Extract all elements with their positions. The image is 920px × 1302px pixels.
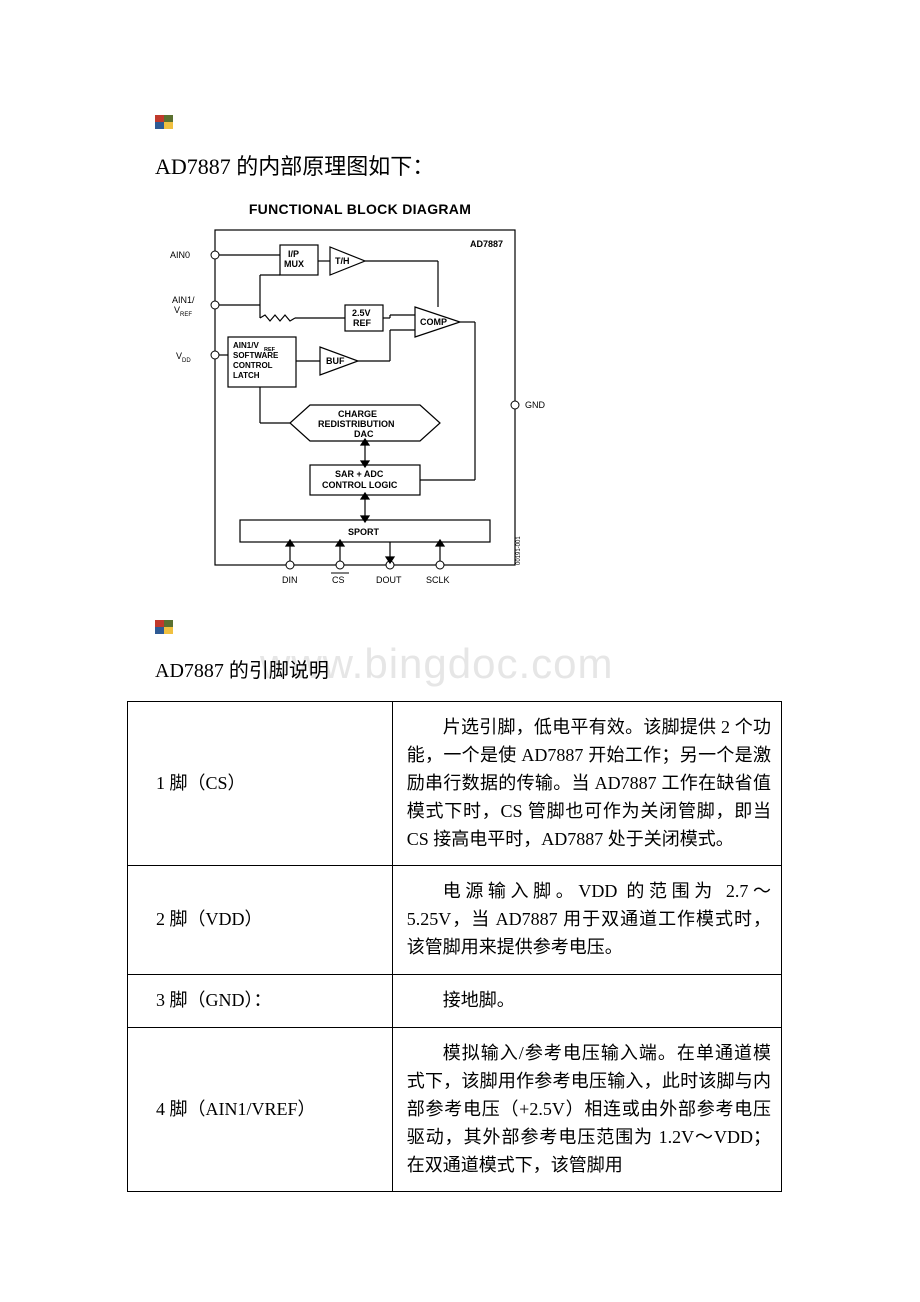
table-row: 2 脚（VDD） 电源输入脚。VDD 的范围为 2.7～5.25V，当 AD78… (128, 866, 782, 975)
pin-ain1-label: AIN1/ (172, 295, 195, 305)
diagram-title: FUNCTIONAL BLOCK DIAGRAM (160, 201, 560, 217)
buf-block: BUF (326, 356, 345, 366)
pin-sclk-label: SCLK (426, 575, 450, 585)
pin-name: 2 脚（VDD） (128, 866, 393, 975)
svg-text:SOFTWARE: SOFTWARE (233, 351, 279, 360)
th-block: T/H (335, 256, 350, 266)
comp-block: COMP (420, 317, 447, 327)
heading-pin-description: AD7887 的引脚说明 (155, 654, 800, 683)
pin-name: 4 脚（AIN1/VREF） (128, 1028, 393, 1192)
svg-text:DD: DD (182, 358, 191, 364)
table-row: 1 脚（CS） 片选引脚，低电平有效。该脚提供 2 个功能，一个是使 AD788… (128, 702, 782, 866)
svg-text:DAC: DAC (354, 429, 374, 439)
svg-text:REDISTRIBUTION: REDISTRIBUTION (318, 419, 395, 429)
pin-desc: 片选引脚，低电平有效。该脚提供 2 个功能，一个是使 AD7887 开始工作；另… (407, 714, 771, 853)
dac-block: CHARGE (338, 409, 377, 419)
svg-text:MUX: MUX (284, 259, 304, 269)
functional-block-diagram-svg: .blk { fill:#fff; stroke:#000; stroke-wi… (160, 225, 560, 600)
svg-text:LATCH: LATCH (233, 371, 260, 380)
pin-ain0-label: AIN0 (170, 250, 190, 260)
side-code: 00191-001 (516, 536, 522, 565)
svg-text:CONTROL: CONTROL (233, 361, 273, 370)
bullet-marker-1 (155, 115, 800, 149)
table-row: 3 脚（GND）： 接地脚。 (128, 975, 782, 1028)
sport-block: SPORT (348, 527, 380, 537)
block-diagram: FUNCTIONAL BLOCK DIAGRAM .blk { fill:#ff… (160, 201, 800, 600)
svg-text:REF: REF (180, 312, 192, 318)
mux-block: I/P (288, 249, 299, 259)
pin-cs-label: CS (332, 575, 345, 585)
pin-name: 3 脚（GND）： (128, 975, 393, 1028)
svg-text:CONTROL LOGIC: CONTROL LOGIC (322, 480, 398, 490)
bullet-marker-2 (155, 620, 800, 654)
pin-description-table: 1 脚（CS） 片选引脚，低电平有效。该脚提供 2 个功能，一个是使 AD788… (127, 701, 782, 1192)
svg-text:REF: REF (353, 318, 372, 328)
pin-dout-label: DOUT (376, 575, 402, 585)
pin-din-label: DIN (282, 575, 298, 585)
ref-block: 2.5V (352, 308, 371, 318)
device-label: AD7887 (470, 239, 503, 249)
heading-internal-diagram: AD7887 的内部原理图如下： (155, 149, 800, 181)
sar-block: SAR + ADC (335, 469, 384, 479)
table-row: 4 脚（AIN1/VREF） 模拟输入/参考电压输入端。在单通道模式下，该脚用作… (128, 1028, 782, 1192)
pin-name: 1 脚（CS） (128, 702, 393, 866)
pin-gnd-label: GND (525, 400, 546, 410)
pin-desc: 接地脚。 (407, 987, 771, 1015)
pin-desc: 模拟输入/参考电压输入端。在单通道模式下，该脚用作参考电压输入，此时该脚与内部参… (407, 1040, 771, 1179)
latch-block: AIN1/V (233, 341, 259, 350)
pin-desc: 电源输入脚。VDD 的范围为 2.7～5.25V，当 AD7887 用于双通道工… (407, 878, 771, 962)
